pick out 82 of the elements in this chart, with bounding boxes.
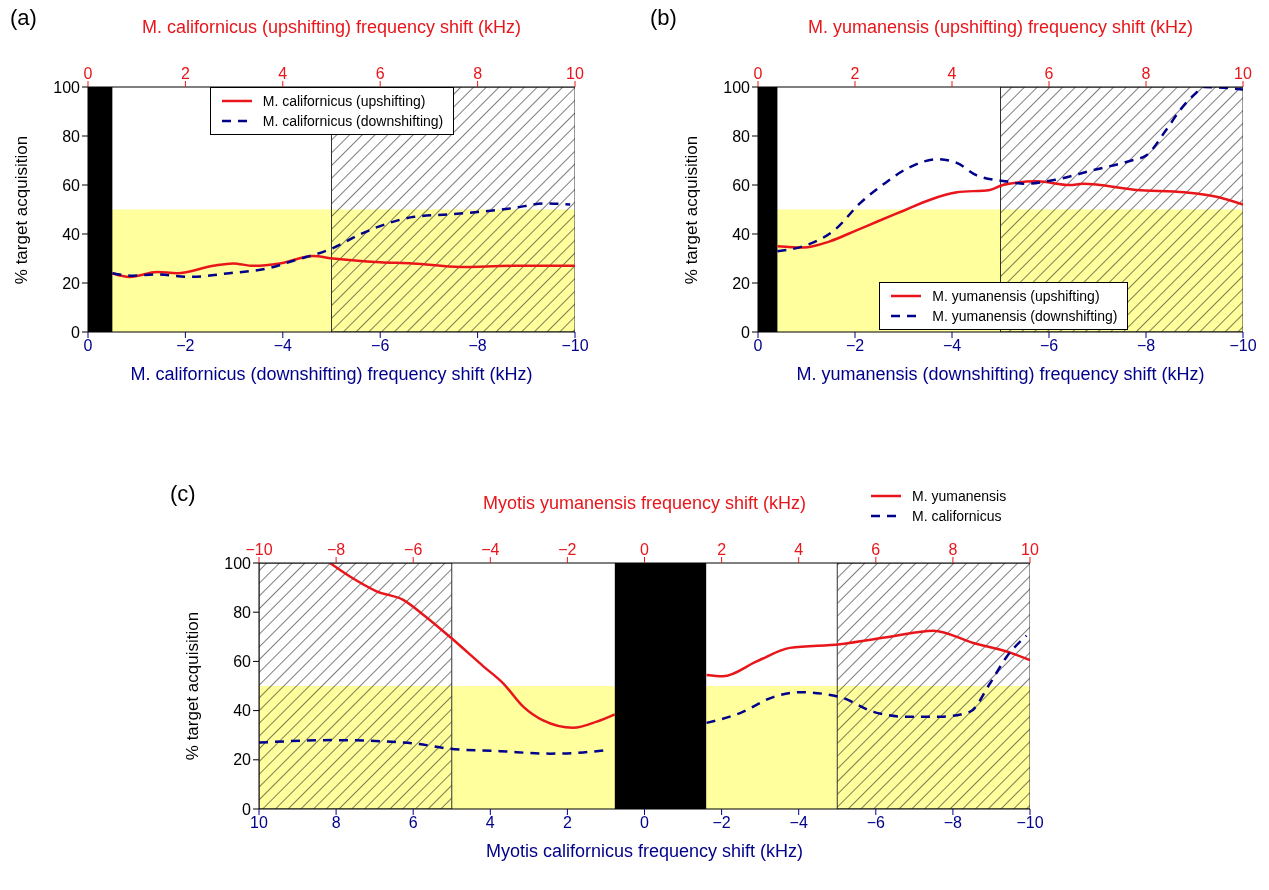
x-tick-label: 10: [250, 814, 268, 832]
y-tick-label: 60: [233, 653, 252, 671]
x2-tick-label: 4: [794, 541, 804, 558]
x2-axis-title: M. californicus (upshifting) frequency shift (kHz): [141, 17, 522, 38]
y-axis-title: % target acquisition: [12, 135, 32, 284]
x2-tick-label: 2: [717, 541, 727, 558]
x-tick-label: −8: [943, 814, 963, 832]
legend-label: M. yumanensis: [912, 488, 1007, 504]
line-series: [776, 87, 1243, 253]
y-tick-label: 100: [723, 78, 751, 96]
x-tick-label: −2: [845, 337, 865, 355]
y-tick-label: 20: [233, 751, 252, 769]
x-tick-label: 0: [640, 814, 650, 832]
x2-tick-label: 0: [83, 65, 93, 82]
y-tick-label: 20: [732, 274, 751, 292]
x2-tick-label: 2: [850, 65, 860, 82]
x2-tick-label: 8: [948, 541, 958, 558]
x2-tick-label: 10: [1021, 541, 1039, 558]
x-tick-label: −4: [942, 337, 962, 355]
x-tick-label: −2: [176, 337, 195, 355]
y-tick-label: 80: [62, 127, 81, 145]
y-tick-label: 80: [732, 127, 751, 145]
x2-axis-title: Myotis yumanensis frequency shift (kHz): [482, 493, 807, 514]
x-tick-label: 6: [408, 814, 418, 832]
x2-tick-label: −8: [326, 541, 346, 558]
x-tick-label: −2: [712, 814, 731, 832]
x2-tick-label: −6: [404, 541, 423, 558]
chart-title: (a): [10, 5, 37, 31]
y-axis-title: % target acquisition: [682, 135, 702, 284]
x2-tick-label: 8: [473, 65, 483, 82]
x2-tick-label: 0: [753, 65, 763, 82]
y-tick-label: 80: [233, 603, 252, 621]
y-tick-label: 40: [233, 702, 252, 720]
x2-tick-label: 4: [278, 65, 288, 82]
legend-label: M. californicus (upshifting): [262, 93, 426, 109]
x-tick-label: 0: [753, 337, 763, 355]
x-axis-title: M. californicus (downshifting) frequency shift (kHz): [130, 364, 533, 385]
x-tick-label: −4: [789, 814, 808, 832]
x-tick-label: 2: [562, 814, 572, 832]
x-tick-label: −4: [273, 337, 293, 355]
x2-tick-label: −4: [481, 541, 500, 558]
x-tick-label: 8: [331, 814, 341, 832]
legend-label: M. californicus: [912, 508, 1002, 524]
x2-tick-label: 0: [640, 541, 650, 558]
x-tick-label: 4: [485, 814, 495, 832]
x-axis-title: Myotis californicus frequency shift (kHz): [485, 841, 804, 862]
chart-title: (c): [170, 481, 196, 507]
y-tick-label: 0: [242, 800, 252, 818]
x2-axis-title: M. yumanensis (upshifting) frequency shift (kHz): [807, 17, 1194, 38]
x-tick-label: −6: [1039, 337, 1059, 355]
x-axis-title: M. yumanensis (downshifting) frequency shift (kHz): [796, 364, 1205, 385]
x-tick-label: −10: [1016, 814, 1044, 832]
y-tick-label: 0: [71, 323, 81, 341]
y-tick-label: 40: [732, 225, 751, 243]
x2-tick-label: 8: [1141, 65, 1151, 82]
legend-label: M. californicus (downshifting): [262, 113, 444, 129]
x2-tick-label: 2: [180, 65, 190, 82]
x2-tick-label: 6: [375, 65, 385, 82]
x-tick-label: −6: [371, 337, 390, 355]
x2-tick-label: 6: [1044, 65, 1054, 82]
y-tick-label: 100: [53, 78, 81, 96]
chart-title: (b): [650, 5, 677, 31]
y-tick-label: 20: [62, 274, 81, 292]
y-tick-label: 0: [741, 323, 751, 341]
x2-tick-label: 6: [871, 541, 881, 558]
x-tick-label: −6: [866, 814, 886, 832]
line-series: [111, 202, 572, 279]
x2-tick-label: 4: [947, 65, 957, 82]
x2-tick-label: 10: [1234, 65, 1252, 82]
legend-label: M. yumanensis (upshifting): [932, 288, 1100, 304]
x-tick-label: −8: [1136, 337, 1156, 355]
x2-tick-label: 10: [566, 65, 584, 82]
y-axis-title: % target acquisition: [183, 611, 203, 761]
y-tick-label: 40: [62, 225, 81, 243]
y-tick-label: 60: [732, 176, 751, 194]
y-tick-label: 60: [62, 176, 81, 194]
legend-label: M. yumanensis (downshifting): [932, 308, 1118, 324]
x-tick-label: −10: [1229, 337, 1257, 355]
x-tick-label: −10: [561, 337, 589, 355]
x-tick-label: −8: [468, 337, 487, 355]
x-tick-label: 0: [83, 337, 93, 355]
x2-tick-label: −2: [558, 541, 577, 558]
